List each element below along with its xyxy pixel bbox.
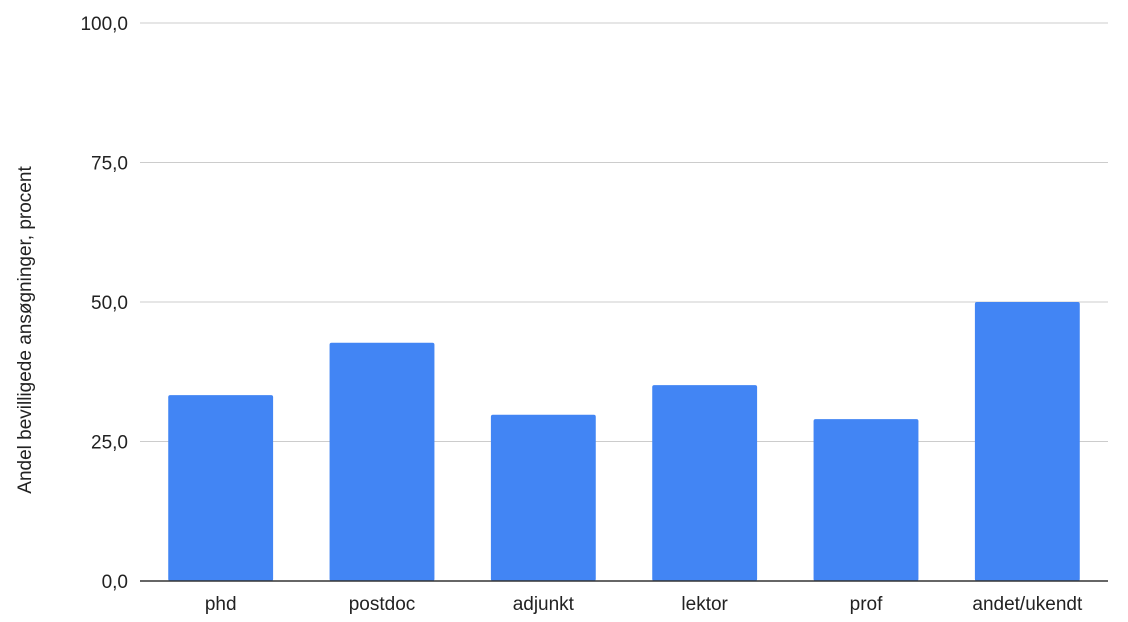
y-tick-label: 0,0 xyxy=(102,572,128,593)
x-category-label: postdoc xyxy=(349,594,416,615)
bars xyxy=(168,302,1080,581)
y-tick-label: 75,0 xyxy=(91,154,128,175)
bar-prof xyxy=(813,419,919,581)
y-axis-title: Andel bevilligede ansøgninger, procent xyxy=(15,166,36,494)
x-category-label: andet/ukendt xyxy=(972,594,1083,615)
bar-phd xyxy=(168,395,274,581)
y-tick-label: 25,0 xyxy=(91,433,128,454)
x-category-label: lektor xyxy=(681,594,728,615)
x-category-label: phd xyxy=(205,594,237,615)
labels: 0,0 25,0 50,0 75,0 100,0 phd postdoc adjunkt lek… xyxy=(80,14,1083,615)
x-category-label: adjunkt xyxy=(513,594,575,615)
gridlines xyxy=(140,22,1108,442)
bar-andet-ukendt xyxy=(974,302,1080,581)
y-tick-label: 100,0 xyxy=(80,14,128,35)
bar-lektor xyxy=(652,385,758,581)
x-category-label: prof xyxy=(850,594,883,615)
bar-adjunkt xyxy=(490,414,596,581)
bar-postdoc xyxy=(329,342,435,581)
y-tick-label: 50,0 xyxy=(91,293,128,314)
